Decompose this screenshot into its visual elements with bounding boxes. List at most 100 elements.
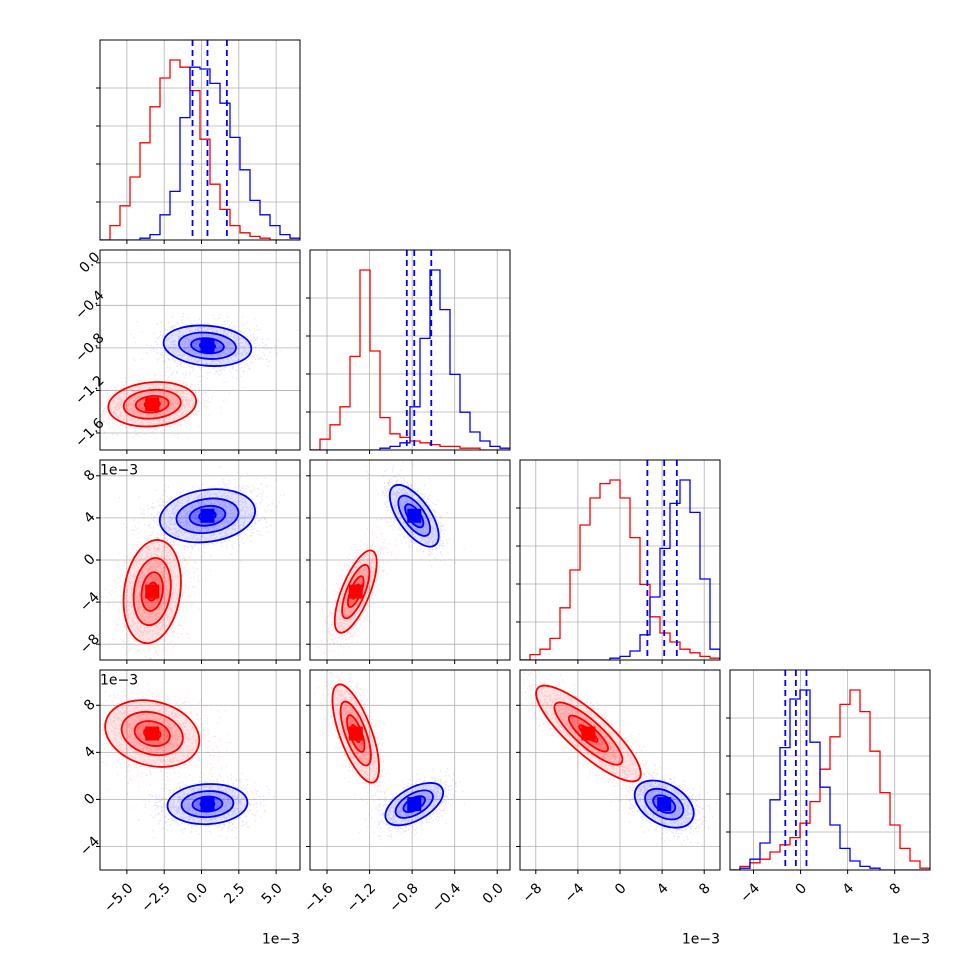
x-tick-label: −4: [562, 880, 588, 906]
scatter-points: [100, 671, 232, 806]
histogram-blue: [310, 269, 510, 450]
scatter-panel-2-1: [306, 459, 511, 664]
grid: [520, 670, 720, 870]
scatter-points: [366, 460, 465, 568]
y-tick-label: −8: [77, 631, 103, 657]
scatter-blue: [358, 768, 465, 841]
histogram-blue: [730, 689, 930, 870]
x-tick-label: 5.0: [259, 880, 286, 907]
y-tick-label: 4: [81, 743, 99, 761]
hist-panel-1: [306, 249, 511, 454]
x-tick-label: 0: [612, 880, 630, 898]
histogram-red: [520, 479, 720, 660]
scatter-blue: [610, 763, 718, 846]
density-peak: [145, 397, 160, 412]
scatter-red: [314, 670, 404, 826]
plot-area: [100, 671, 275, 839]
scatter-points: [314, 670, 404, 826]
plot-area: [520, 670, 718, 846]
x-tick-label: 4: [840, 880, 858, 898]
y-tick-label: 4: [81, 509, 99, 527]
x-tick-label: −0.8: [386, 880, 421, 915]
plot-area: [100, 40, 300, 240]
x-tick-label: 0.0: [480, 880, 507, 907]
x-tick-label: 4: [654, 880, 672, 898]
density-peak: [407, 508, 422, 523]
y-tick-label: −4: [77, 589, 103, 615]
density-peak: [200, 508, 215, 523]
scatter-blue: [126, 767, 275, 839]
x-tick-label: −1.2: [344, 880, 379, 915]
plot-area: [730, 670, 930, 870]
histogram-blue: [520, 479, 720, 660]
scatter-red: [100, 359, 231, 439]
scatter-red: [520, 670, 703, 846]
x-offset-label: 1e−3: [892, 932, 930, 948]
x-tick-label: −5.0: [101, 880, 136, 915]
x-tick-label: −4: [737, 880, 763, 906]
y-tick-label: 0.0: [76, 249, 103, 276]
scatter-blue: [118, 466, 285, 570]
density-peak: [145, 726, 160, 741]
scatter-blue: [366, 460, 465, 568]
grid: [100, 40, 300, 240]
x-offset-label: 1e−3: [262, 932, 300, 948]
density-peak: [145, 584, 160, 599]
scatter-panel-3-2: −8 −4 0 4 8 1e−3: [516, 669, 721, 948]
scatter-panel-1-0: −1.6−1.2−0.8−0.40.0: [72, 249, 301, 454]
plot-area: [310, 250, 510, 450]
scatter-red: [102, 498, 212, 660]
plot-area: [520, 460, 720, 660]
histogram-red: [310, 269, 510, 450]
scatter-blue: [130, 313, 299, 388]
x-tick-label: −0.4: [429, 880, 464, 915]
scatter-points: [102, 498, 212, 660]
hist-panel-0: [96, 39, 301, 244]
x-tick-label: 8: [696, 880, 714, 898]
density-peak: [657, 797, 672, 812]
axes-frame: [729, 669, 931, 871]
histogram-red: [100, 59, 300, 240]
scatter-panel-2-0: −8 −4 0 4 8 1e−3: [77, 459, 301, 664]
scatter-panel-3-1: −1.6 −1.2 −0.8 −0.4 0.0: [301, 669, 511, 916]
density-peak: [581, 726, 596, 741]
y-offset-label: 1e−3: [100, 463, 138, 479]
x-tick-label: −8: [519, 880, 545, 906]
axes-frame: [309, 669, 511, 871]
axes-frame: [99, 39, 301, 241]
x-tick-label: 0.0: [184, 880, 211, 907]
x-tick-label: 8: [887, 880, 905, 898]
histogram-red: [730, 689, 930, 870]
hist-panel-2: [516, 459, 721, 664]
y-tick-label: 0: [81, 791, 99, 809]
plot-area: [317, 460, 465, 660]
plot-area: [102, 466, 285, 660]
grid: [520, 460, 720, 660]
y-offset-label: 1e−3: [100, 673, 138, 689]
y-tick-label: 8: [81, 696, 99, 714]
y-tick-label: 0: [81, 551, 99, 569]
scatter-red: [317, 517, 402, 660]
density-peak: [348, 584, 363, 599]
y-tick-label: 8: [81, 467, 99, 485]
density-peak: [200, 797, 215, 812]
plot-area: [100, 313, 299, 439]
y-tick-label: −4: [77, 833, 103, 859]
hist-panel-3: −4 0 4 8 1e−3: [726, 669, 931, 948]
histogram-blue: [100, 66, 300, 240]
density-peak: [200, 338, 215, 353]
plot-area: [314, 670, 465, 841]
axes-frame: [99, 249, 301, 451]
grid: [100, 670, 300, 870]
scatter-points: [126, 767, 275, 839]
axes-frame: [309, 249, 511, 451]
x-offset-label: 1e−3: [682, 932, 720, 948]
density-peak: [407, 797, 422, 812]
scatter-red: [100, 671, 232, 806]
x-tick-label: −1.6: [301, 880, 336, 915]
x-tick-label: 0: [793, 880, 811, 898]
axes-frame: [99, 669, 301, 871]
x-tick-label: −2.5: [138, 880, 173, 915]
